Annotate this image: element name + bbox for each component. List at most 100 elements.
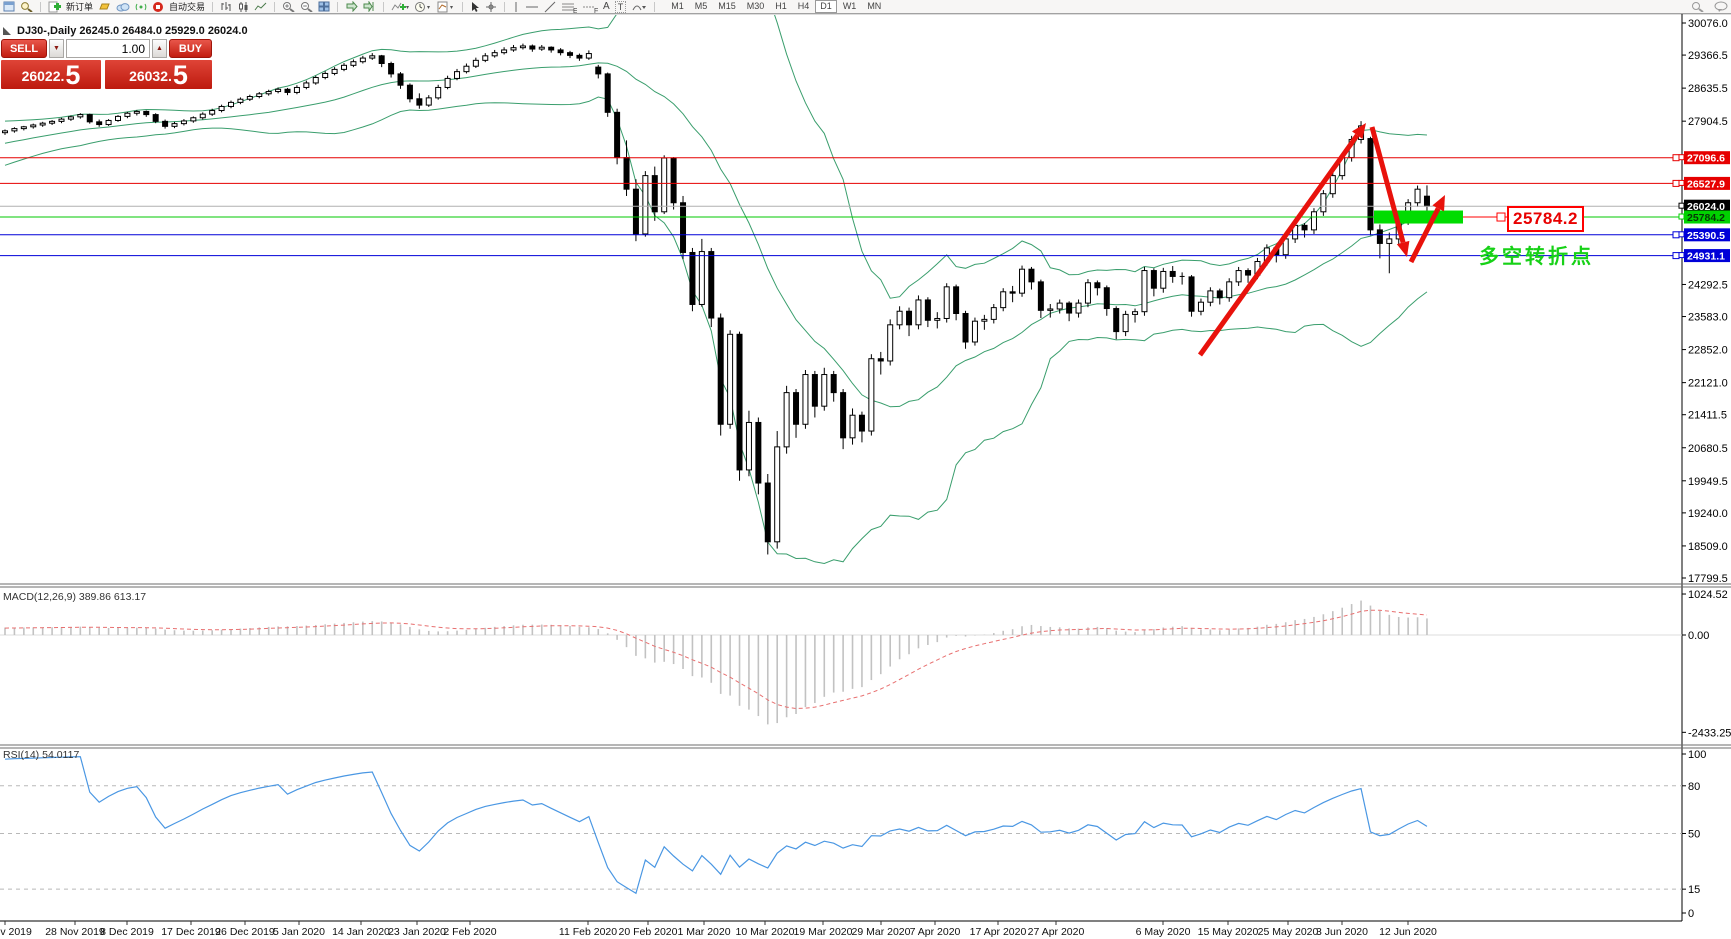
candle-body: [943, 286, 950, 319]
bid-price-display[interactable]: 26022. 5: [1, 60, 101, 89]
date-axis-tick[interactable]: 9 Nov 2019: [0, 926, 32, 938]
label-tool-icon[interactable]: T: [614, 0, 627, 13]
indicators-icon[interactable]: [391, 1, 410, 13]
candle-body: [190, 117, 197, 122]
volume-input[interactable]: [66, 39, 150, 58]
date-axis-tick[interactable]: 5 Jan 2020: [273, 926, 325, 938]
volume-down-button[interactable]: ▼: [49, 39, 64, 58]
crosshair-icon[interactable]: [485, 1, 497, 13]
trend-arrow[interactable]: [1369, 126, 1406, 244]
autotrade-label[interactable]: 自动交易: [169, 2, 206, 12]
candle-body: [1094, 282, 1101, 289]
templates-icon[interactable]: [437, 1, 455, 13]
new-order-label[interactable]: 新订单: [66, 2, 94, 12]
date-axis-tick[interactable]: 7 Apr 2020: [910, 926, 961, 938]
horizontal-line-tool-icon[interactable]: [525, 1, 539, 13]
timeframe-button-h1[interactable]: H1: [775, 1, 787, 11]
tile-windows-icon[interactable]: [318, 1, 330, 13]
candle-body: [341, 64, 348, 70]
line-chart-icon[interactable]: [254, 1, 267, 13]
cursor-icon[interactable]: [470, 1, 480, 13]
sell-button[interactable]: SELL: [1, 39, 47, 58]
date-axis-tick[interactable]: 29 Mar 2020: [852, 926, 911, 938]
price-annotation-box[interactable]: 25784.2: [1507, 206, 1584, 232]
date-axis-tick[interactable]: 3 Jun 2020: [1316, 926, 1368, 938]
date-axis-tick[interactable]: 11 Feb 2020: [559, 926, 617, 938]
text-tool-icon[interactable]: A: [603, 1, 610, 12]
gold-icon[interactable]: [98, 1, 111, 13]
bar-chart-icon[interactable]: [220, 1, 232, 13]
candle-body: [152, 114, 159, 122]
support-highlight-bar[interactable]: [1374, 210, 1463, 224]
line-handle[interactable]: [1672, 154, 1680, 162]
oct-collapse-icon[interactable]: [3, 27, 11, 35]
volume-up-button[interactable]: ▲: [152, 39, 167, 58]
trend-arrow-head: [1432, 195, 1445, 212]
ask-price-display[interactable]: 26032. 5: [105, 60, 212, 89]
trendline-tool-icon[interactable]: [544, 1, 556, 13]
timeframe-button-d1[interactable]: D1: [815, 0, 837, 13]
shapes-dropdown-icon[interactable]: [631, 1, 647, 13]
price-tag: [1684, 228, 1730, 242]
cloud-icon[interactable]: [116, 1, 130, 13]
timeframe-button-m5[interactable]: M5: [694, 1, 708, 11]
new-order-icon[interactable]: [48, 1, 61, 13]
annotation-handle[interactable]: [1496, 212, 1506, 222]
line-handle[interactable]: [1672, 252, 1680, 260]
date-axis-tick[interactable]: 6 May 2020: [1136, 926, 1191, 938]
date-axis-tick[interactable]: 1 Mar 2020: [677, 926, 730, 938]
candle-body: [463, 65, 470, 73]
timeframe-button-m15[interactable]: M15: [718, 1, 736, 11]
trend-arrow[interactable]: [1408, 207, 1441, 264]
trend-arrow[interactable]: [1197, 133, 1360, 357]
signal-icon[interactable]: [135, 1, 147, 13]
periods-icon[interactable]: [414, 1, 432, 13]
date-axis-tick[interactable]: 23 Jan 2020: [388, 926, 446, 938]
date-axis-tick[interactable]: 2 Feb 2020: [443, 926, 496, 938]
date-axis-tick[interactable]: 17 Dec 2019: [161, 926, 221, 938]
date-axis-tick[interactable]: 27 Apr 2020: [1028, 926, 1085, 938]
chat-icon[interactable]: [1714, 0, 1728, 12]
zoom-out-icon[interactable]: [300, 1, 313, 13]
date-axis-tick[interactable]: 8 Dec 2019: [100, 926, 154, 938]
timeframe-button-h4[interactable]: H4: [797, 1, 810, 11]
timeframe-button-m30[interactable]: M30: [746, 1, 765, 11]
turning-point-note[interactable]: 多空转折点: [1479, 246, 1594, 268]
date-axis-tick[interactable]: 17 Apr 2020: [970, 926, 1027, 938]
market-watch-icon[interactable]: [20, 1, 33, 13]
date-axis-tick[interactable]: 20 Feb 2020: [619, 926, 678, 938]
ask-price-big-digit: 5: [172, 60, 188, 90]
timeframe-button-w1[interactable]: W1: [842, 1, 857, 11]
chart-window-icon[interactable]: [3, 1, 15, 13]
line-handle[interactable]: [1672, 231, 1680, 239]
candle-chart-icon[interactable]: [237, 1, 249, 13]
chart-shift-icon[interactable]: [363, 1, 376, 13]
fibo-fan-tool-icon[interactable]: F: [582, 1, 598, 13]
date-axis-tick[interactable]: 19 Mar 2020: [794, 926, 853, 938]
auto-scroll-icon[interactable]: [345, 1, 358, 13]
date-axis-tick[interactable]: 25 May 2020: [1258, 926, 1319, 938]
timeframe-button-m1[interactable]: M1: [671, 1, 684, 11]
candle-body: [830, 374, 837, 394]
candle-body: [727, 333, 734, 425]
line-handle[interactable]: [1672, 179, 1680, 187]
vertical-line-tool-icon[interactable]: [512, 1, 520, 13]
date-axis-tick[interactable]: 14 Jan 2020: [332, 926, 390, 938]
zoom-in-icon[interactable]: [282, 1, 295, 13]
search-icon[interactable]: [1691, 0, 1704, 12]
price-tag: [1684, 210, 1730, 224]
date-axis-tick[interactable]: 10 Mar 2020: [736, 926, 795, 938]
date-axis-tick[interactable]: 15 May 2020: [1198, 926, 1259, 938]
candle-body: [444, 77, 451, 88]
date-axis-tick[interactable]: 28 Nov 2019: [45, 926, 105, 938]
candle-body: [1301, 224, 1308, 231]
timeframe-button-mn[interactable]: MN: [867, 1, 882, 11]
trend-arrow-head: [1396, 240, 1410, 257]
fibonacci-tool-icon[interactable]: E: [561, 1, 577, 13]
candle-body: [331, 68, 338, 74]
buy-button[interactable]: BUY: [169, 39, 212, 58]
date-axis-tick[interactable]: 26 Dec 2019: [215, 926, 275, 938]
date-axis-tick[interactable]: 12 Jun 2020: [1379, 926, 1437, 938]
autotrade-stop-icon[interactable]: [152, 1, 164, 13]
